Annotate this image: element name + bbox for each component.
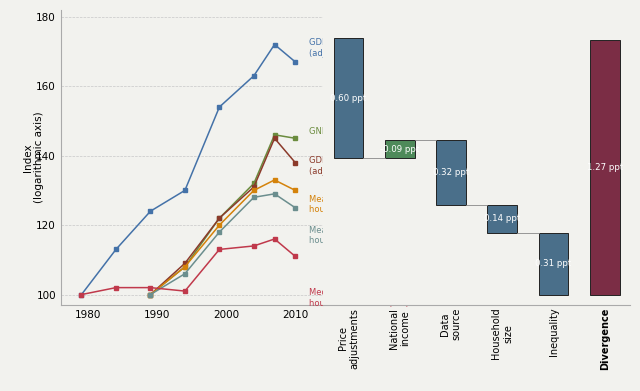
Bar xyxy=(436,140,466,204)
Text: GNI per capita (CPI): GNI per capita (CPI) xyxy=(309,127,392,136)
Bar xyxy=(539,233,568,295)
Text: GDP per capita
(adjusted by the GDP deflator): GDP per capita (adjusted by the GDP defl… xyxy=(309,38,438,58)
Text: 0.32 ppt: 0.32 ppt xyxy=(433,168,469,177)
Text: GDP per capita
(adjusted by the CPI): GDP per capita (adjusted by the CPI) xyxy=(309,156,397,176)
Bar xyxy=(333,38,364,158)
Text: -0.09 ppt: -0.09 ppt xyxy=(380,145,419,154)
Bar xyxy=(488,204,517,233)
Y-axis label: Index
(logarithmic axis): Index (logarithmic axis) xyxy=(22,111,44,203)
Text: Median equivalised
household income (CPI): Median equivalised household income (CPI… xyxy=(309,288,409,308)
Bar xyxy=(385,140,415,158)
Text: 0.14 ppt: 0.14 ppt xyxy=(484,214,520,223)
Text: 0.60 ppt: 0.60 ppt xyxy=(330,93,367,102)
Text: 1.27 ppt: 1.27 ppt xyxy=(587,163,623,172)
Bar xyxy=(590,40,620,295)
Text: Mean per capita
household income (CPI): Mean per capita household income (CPI) xyxy=(309,195,409,214)
Text: 0.31 ppt: 0.31 ppt xyxy=(536,259,572,268)
Text: Mean equivalised
household income (CPI): Mean equivalised household income (CPI) xyxy=(309,226,409,245)
